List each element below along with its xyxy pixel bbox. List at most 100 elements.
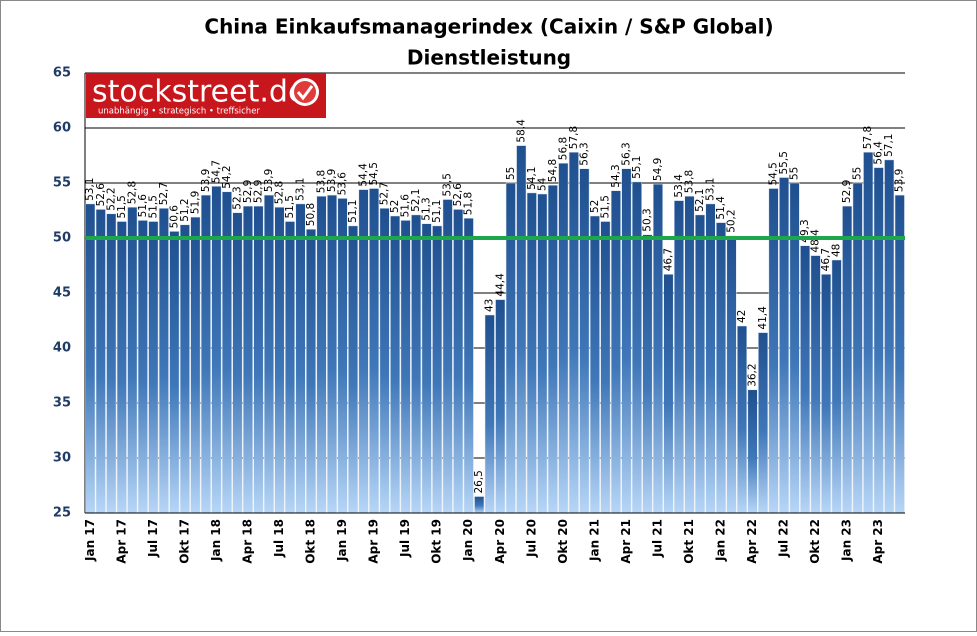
value-label: 52,6	[95, 183, 107, 207]
bar	[526, 192, 537, 514]
value-label: 52,7	[158, 182, 170, 205]
bar	[348, 225, 359, 514]
value-label: 54,9	[652, 158, 664, 181]
value-label: 53,1	[705, 178, 717, 201]
bar	[116, 221, 127, 514]
bar	[442, 199, 453, 514]
x-tick-label: Jul 21	[650, 519, 664, 558]
value-label: 51,8	[463, 192, 475, 215]
bar	[568, 151, 579, 514]
x-tick-label: Okt 21	[682, 519, 696, 564]
bar	[474, 496, 485, 514]
bar	[242, 205, 253, 514]
value-label: 54	[536, 177, 548, 191]
value-label: 53,8	[683, 170, 695, 193]
bar	[453, 209, 464, 514]
x-tick-label: Okt 17	[177, 519, 191, 564]
x-tick-label: Jan 18	[209, 519, 223, 562]
bar	[263, 194, 274, 514]
value-label: 52,9	[841, 180, 853, 203]
bar	[652, 183, 663, 514]
value-label: 43	[484, 299, 496, 312]
value-label: 52	[589, 200, 601, 213]
value-label: 52	[389, 200, 401, 213]
x-tick-label: Jan 21	[587, 519, 601, 562]
bar	[873, 167, 884, 514]
bar	[484, 314, 495, 514]
bar	[705, 203, 716, 514]
bar	[137, 220, 148, 514]
bar	[695, 214, 705, 514]
value-label: 53,9	[200, 169, 212, 192]
value-label: 46,7	[662, 248, 674, 271]
bar	[547, 184, 558, 514]
bar	[579, 168, 590, 514]
y-tick-label: 25	[53, 506, 71, 521]
value-label: 53,9	[326, 169, 338, 192]
y-tick-label: 50	[53, 231, 71, 246]
bar	[190, 216, 201, 514]
value-label: 50,3	[641, 208, 653, 231]
value-label: 53,9	[894, 169, 906, 192]
y-tick-label: 45	[53, 286, 71, 301]
value-label: 54,8	[547, 159, 559, 182]
bar	[85, 203, 96, 514]
value-label: 36,2	[747, 363, 759, 386]
value-label: 54,5	[368, 162, 380, 185]
value-label: 50,2	[726, 209, 738, 232]
bar	[158, 208, 169, 514]
value-label: 54,7	[210, 160, 222, 183]
bar	[463, 217, 474, 514]
x-tick-label: Jul 17	[146, 519, 160, 558]
value-label: 56,3	[620, 142, 632, 165]
value-label: 57,8	[862, 126, 874, 149]
value-label: 53,4	[673, 174, 685, 198]
bar	[316, 195, 327, 514]
bar	[537, 193, 548, 514]
logo-icon-inner	[294, 81, 316, 103]
x-tick-label: Apr 23	[871, 519, 885, 564]
value-label: 51,1	[347, 200, 359, 223]
bar	[400, 220, 411, 514]
value-label: 53,8	[316, 170, 328, 193]
value-label: 50,6	[168, 205, 180, 229]
value-label: 57,1	[883, 134, 895, 157]
bar	[127, 206, 138, 514]
x-tick-label: Apr 19	[367, 519, 381, 564]
bar	[505, 182, 516, 514]
value-label: 53,5	[442, 173, 454, 196]
value-label: 48,4	[810, 229, 822, 253]
value-label: 51,5	[116, 195, 128, 218]
y-tick-label: 35	[53, 396, 71, 411]
value-label: 55,5	[778, 151, 790, 174]
value-label: 41,4	[757, 306, 769, 330]
bar	[894, 194, 905, 514]
y-tick-label: 55	[53, 176, 71, 191]
bar	[747, 389, 758, 514]
x-tick-label: Jul 19	[398, 519, 412, 558]
bar	[737, 325, 748, 514]
x-tick-label: Okt 22	[808, 519, 822, 564]
x-tick-label: Apr 20	[493, 519, 507, 564]
x-tick-label: Jul 18	[272, 519, 286, 558]
value-label: 46,7	[820, 248, 832, 271]
x-tick-label: Jan 20	[461, 519, 475, 562]
value-label: 51,4	[715, 196, 727, 220]
bar	[600, 221, 611, 514]
bar	[495, 299, 506, 514]
chart-subtitle: Dienstleistung	[407, 46, 571, 70]
x-tick-label: Jul 20	[524, 519, 538, 558]
value-label: 50,8	[305, 203, 317, 226]
value-label: 51,5	[599, 195, 611, 218]
x-tick-label: Jan 19	[335, 519, 349, 562]
logo-box	[86, 73, 326, 118]
bar	[432, 225, 443, 514]
value-label: 53,1	[295, 178, 307, 201]
value-label: 54,1	[526, 167, 538, 190]
bar	[758, 332, 769, 514]
chart-title: China Einkaufsmanagerindex (Caixin / S&P…	[204, 15, 773, 39]
value-label: 55,1	[631, 156, 643, 179]
value-label: 51,1	[431, 200, 443, 223]
value-label: 42	[736, 310, 748, 323]
